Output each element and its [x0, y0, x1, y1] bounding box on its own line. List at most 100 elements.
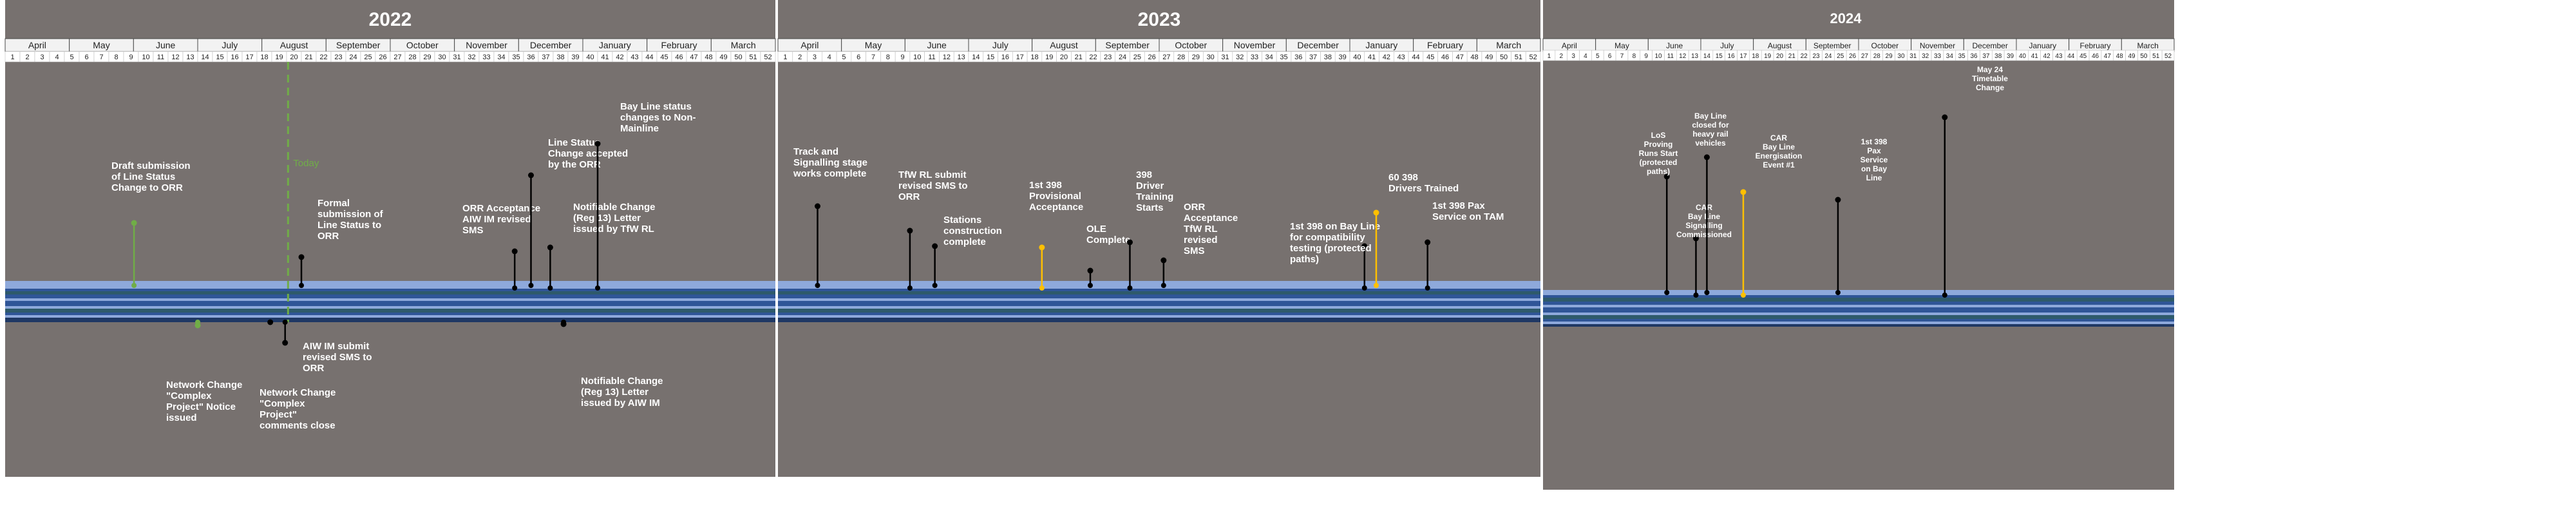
milestone-label-line: Service on TAM	[1432, 211, 1504, 222]
week-cell	[1525, 51, 1541, 63]
milestone-label-line: CAR	[1696, 203, 1712, 212]
month-label: December	[1297, 40, 1339, 50]
week-number: 5	[842, 53, 846, 61]
week-number: 39	[571, 53, 579, 61]
milestone-label-line: Bay Line	[1763, 142, 1795, 151]
week-number: 12	[1679, 53, 1687, 60]
swimlane-band	[778, 289, 1540, 291]
month-label: October	[1871, 41, 1899, 50]
milestone-label-line: issued	[166, 412, 197, 423]
milestone-label-line: SMS	[1184, 246, 1205, 256]
week-number: 21	[1788, 53, 1796, 60]
week-number: 3	[813, 53, 817, 61]
week-number: 52	[1529, 53, 1537, 61]
milestone-label-line: changes to Non-	[620, 112, 696, 123]
today-label: Today	[293, 158, 319, 169]
week-number: 25	[1837, 53, 1844, 60]
milestone-marker	[1087, 267, 1094, 274]
week-number: 15	[216, 53, 223, 61]
swimlane-band	[5, 313, 775, 315]
milestone-label-line: revised SMS to	[303, 352, 372, 363]
milestone-marker	[1692, 235, 1699, 242]
milestone-label-line: Track and	[793, 146, 838, 157]
milestone-label-line: AIW IM submit	[303, 341, 369, 352]
week-number: 13	[1691, 53, 1699, 60]
milestone-label: TfW RL submit revised SMS to ORR	[898, 169, 968, 202]
swimlane-band	[1543, 290, 2174, 295]
milestone-marker	[1361, 243, 1368, 249]
milestone-label-line: Signalling stage	[793, 157, 867, 168]
month-label: March	[2137, 41, 2158, 50]
swimlane-band	[1543, 302, 2174, 305]
milestone-anchor	[282, 320, 288, 325]
swimlane-band	[1543, 319, 2174, 322]
milestone-anchor	[1087, 283, 1093, 288]
swimlane-band	[778, 318, 1540, 322]
week-number: 49	[2128, 53, 2136, 60]
milestone-marker	[814, 203, 820, 209]
milestone-label-line: issued by TfW RL	[573, 224, 654, 235]
week-number: 29	[1192, 53, 1200, 61]
milestone-label-line: OLE	[1086, 224, 1106, 235]
swimlane-band	[5, 315, 775, 318]
month-label: July	[992, 40, 1009, 50]
week-number: 41	[601, 53, 609, 61]
month-label: March	[731, 40, 756, 50]
week-number: 2	[1559, 53, 1563, 60]
month-label: September	[336, 40, 381, 50]
milestone-marker	[1740, 189, 1747, 195]
milestone-marker	[1425, 239, 1431, 246]
milestone-marker	[1835, 197, 1841, 203]
milestone-label-line: AIW IM revised	[462, 214, 531, 225]
week-number: 39	[2007, 53, 2014, 60]
milestone-anchor	[1361, 285, 1367, 291]
milestone-label-line: Pax	[1867, 146, 1881, 155]
milestone-label: 1st 398 Pax Service on TAM	[1432, 200, 1504, 222]
milestone-label-line: Acceptance	[1029, 202, 1083, 213]
swimlane-band	[5, 291, 775, 294]
week-number: 14	[1703, 53, 1711, 60]
milestone-label: 398 Driver Training Starts	[1136, 169, 1173, 213]
week-number: 4	[828, 53, 831, 61]
swimlane-band	[778, 298, 1540, 301]
month-label: August	[1050, 40, 1078, 50]
milestone-label-line: Bay Line	[1694, 111, 1727, 120]
week-number: 26	[379, 53, 386, 61]
milestone-label-line: Draft submission	[111, 160, 191, 171]
swimlane-band	[1543, 324, 2174, 327]
week-number: 52	[764, 53, 772, 61]
swimlane-band	[5, 289, 775, 291]
month-label: August	[1768, 41, 1792, 50]
week-cell	[760, 51, 776, 63]
milestone-marker	[1373, 209, 1379, 216]
week-number: 47	[690, 53, 697, 61]
week-number: 43	[1397, 53, 1405, 61]
week-number: 51	[2152, 53, 2160, 60]
milestone-anchor	[595, 285, 600, 291]
month-label: February	[2079, 41, 2110, 50]
week-number: 3	[1571, 53, 1575, 60]
swimlane-band	[5, 309, 775, 313]
milestone-anchor	[1740, 293, 1746, 298]
milestone-anchor	[131, 283, 137, 288]
milestone-label-line: Change accepted	[548, 148, 628, 159]
month-label: December	[530, 40, 572, 50]
milestone-label-line: (protected	[1640, 158, 1678, 167]
month-label: January	[599, 40, 631, 50]
week-number: 51	[749, 53, 757, 61]
week-number: 1	[1548, 53, 1551, 60]
milestone-label-line: "Complex	[166, 390, 212, 401]
milestone-label-line: ORR	[898, 191, 920, 202]
milestone-label-line: comments close	[260, 420, 336, 431]
week-number: 19	[1764, 53, 1772, 60]
week-number: 16	[1728, 53, 1736, 60]
week-number: 47	[1456, 53, 1464, 61]
week-number: 44	[1412, 53, 1419, 61]
week-number: 47	[2104, 53, 2112, 60]
week-number: 30	[1897, 53, 1905, 60]
milestone-label: Bay Line status changes to Non-Mainline	[620, 101, 696, 134]
week-number: 50	[734, 53, 742, 61]
milestone-anchor	[1127, 285, 1133, 291]
month-label: June	[927, 40, 947, 50]
